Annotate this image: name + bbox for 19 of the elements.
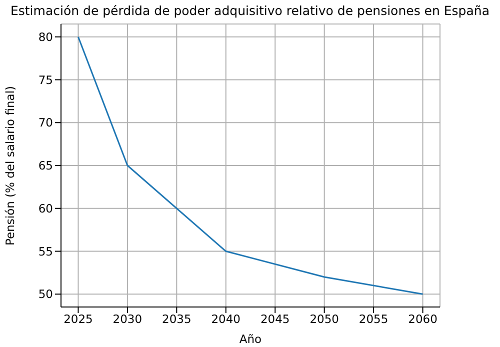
y-axis-title: Pensión (% del salario final)	[3, 86, 18, 246]
x-tick-label: 2035	[162, 312, 192, 326]
y-tick-label: 55	[38, 244, 53, 258]
x-tick-label: 2040	[211, 312, 241, 326]
y-tick-label: 50	[38, 287, 53, 302]
x-tick-label: 2025	[64, 312, 93, 326]
x-tick-label: 2045	[260, 312, 290, 326]
x-tick-label: 2030	[112, 312, 142, 326]
y-tick-label: 75	[38, 72, 53, 87]
line-series	[77, 36, 424, 295]
chart-title: Estimación de pérdida de poder adquisitivo relativo de pensiones en España	[10, 3, 490, 18]
y-tick-label: 80	[38, 30, 53, 44]
x-tick-label: 2050	[310, 312, 339, 326]
x-tick-label: 2060	[408, 312, 438, 326]
y-tick-label: 70	[38, 116, 53, 130]
x-tick-label: 2055	[358, 312, 388, 326]
y-tick-label: 60	[38, 201, 53, 216]
y-tick-label: 65	[38, 158, 53, 173]
x-axis-title: Año	[239, 332, 262, 346]
